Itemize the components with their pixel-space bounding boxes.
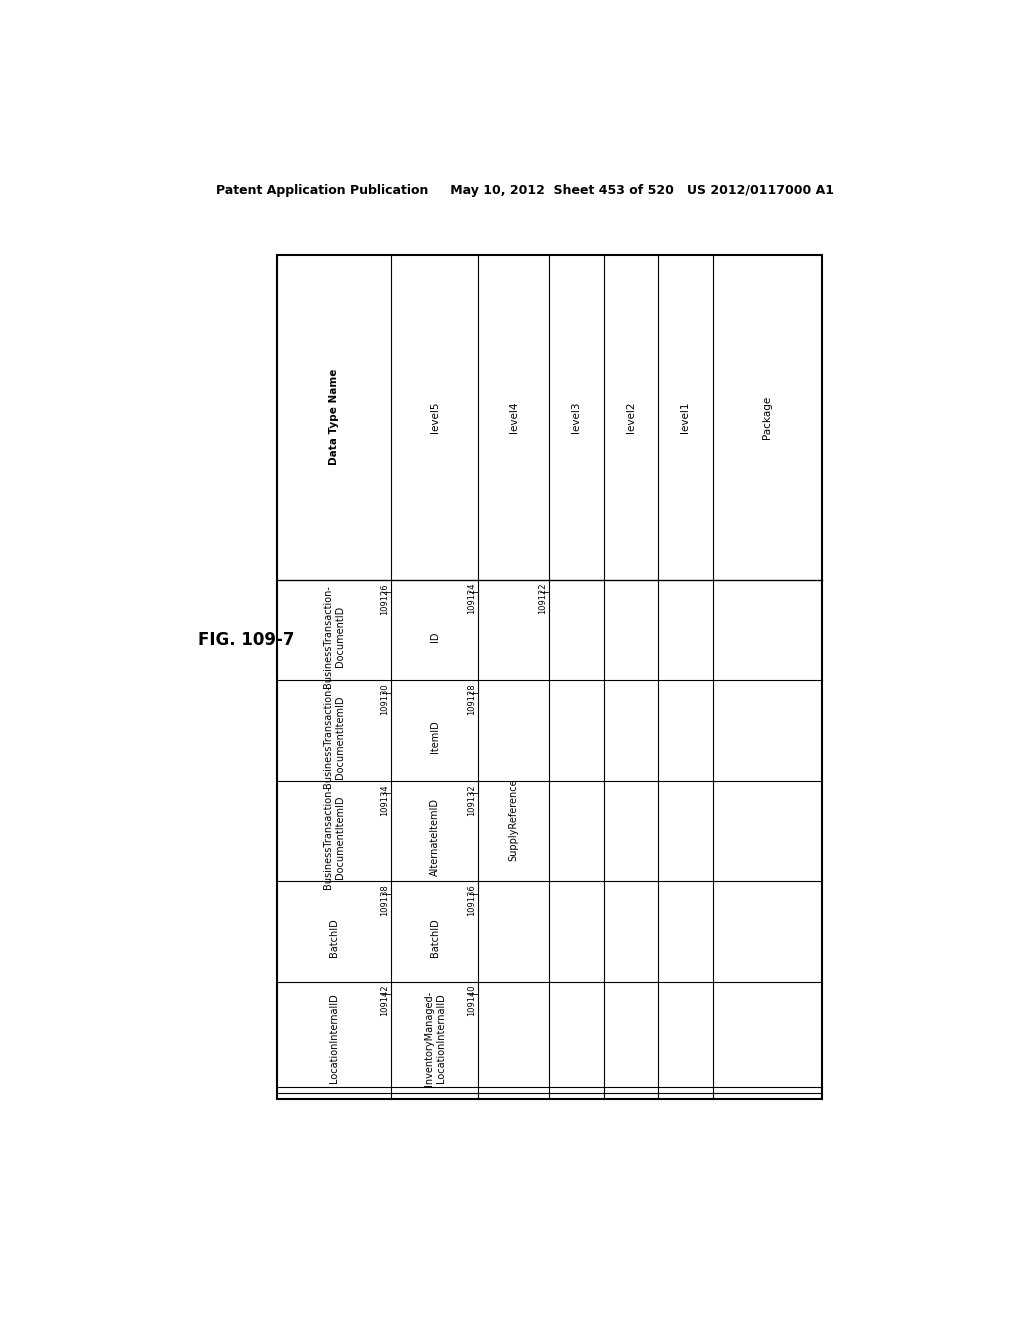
- Text: 109124: 109124: [467, 583, 476, 614]
- Text: 109130: 109130: [380, 684, 389, 715]
- Text: 109126: 109126: [380, 583, 389, 615]
- Text: AlternateItemID: AlternateItemID: [430, 799, 439, 876]
- Text: ItemID: ItemID: [430, 721, 439, 754]
- Text: BatchID: BatchID: [329, 919, 339, 957]
- Text: LocationInternalID: LocationInternalID: [329, 994, 339, 1084]
- Text: 109128: 109128: [467, 684, 476, 715]
- Text: level4: level4: [509, 401, 519, 433]
- Text: 109122: 109122: [538, 583, 547, 614]
- Text: 109136: 109136: [467, 884, 476, 916]
- Text: Package: Package: [762, 396, 772, 438]
- Text: 109134: 109134: [380, 784, 389, 816]
- Text: ID: ID: [430, 631, 439, 642]
- Text: 109142: 109142: [380, 985, 389, 1016]
- Text: Patent Application Publication     May 10, 2012  Sheet 453 of 520   US 2012/0117: Patent Application Publication May 10, 2…: [216, 185, 834, 197]
- Text: 109140: 109140: [467, 985, 476, 1016]
- Text: FIG. 109-7: FIG. 109-7: [198, 631, 294, 648]
- Text: level2: level2: [626, 401, 636, 433]
- Bar: [276, 255, 821, 1100]
- Text: 109132: 109132: [467, 784, 476, 816]
- Text: InventoryManaged-
LocationInternalID: InventoryManaged- LocationInternalID: [424, 991, 445, 1086]
- Text: BusinessTransaction-
DocumentItemID: BusinessTransaction- DocumentItemID: [324, 785, 345, 888]
- Text: 109138: 109138: [380, 884, 389, 916]
- Text: BusinessTransaction-
DocumentItemID: BusinessTransaction- DocumentItemID: [324, 685, 345, 788]
- Text: Data Type Name: Data Type Name: [329, 370, 339, 466]
- Text: BusinessTransaction-
DocumentID: BusinessTransaction- DocumentID: [324, 585, 345, 688]
- Text: level5: level5: [430, 401, 439, 433]
- Text: level1: level1: [680, 401, 690, 433]
- Text: level3: level3: [571, 401, 582, 433]
- Text: SupplyReference: SupplyReference: [509, 779, 519, 861]
- Text: BatchID: BatchID: [430, 919, 439, 957]
